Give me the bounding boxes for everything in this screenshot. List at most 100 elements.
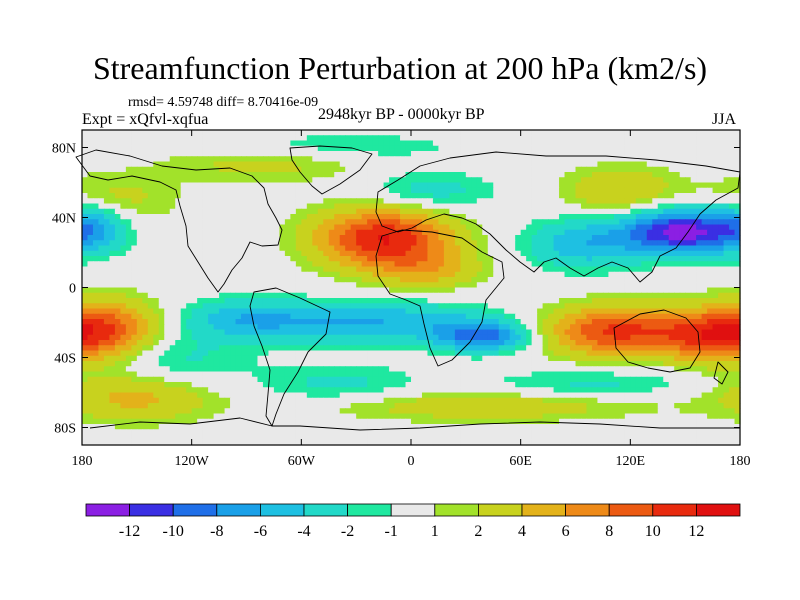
heatmap-cell [317, 277, 324, 283]
heatmap-cell [114, 135, 121, 142]
heatmap-cell [652, 161, 659, 168]
heatmap-cell [559, 261, 566, 268]
heatmap-cell [262, 161, 270, 168]
heatmap-cell [147, 261, 154, 268]
heatmap-cell [262, 340, 270, 346]
heatmap-cell [586, 298, 593, 304]
heatmap-field [82, 130, 741, 446]
heatmap-cell [482, 282, 489, 289]
heatmap-cell [701, 292, 708, 299]
heatmap-cell [175, 324, 182, 331]
heatmap-cell [602, 187, 609, 194]
heatmap-cell [449, 151, 456, 157]
heatmap-cell [120, 182, 127, 189]
heatmap-cell [564, 282, 571, 289]
heatmap-cell [564, 235, 571, 241]
heatmap-cell [657, 319, 664, 325]
heatmap-cell [136, 187, 143, 194]
heatmap-cell [191, 266, 198, 273]
heatmap-cell [284, 287, 291, 294]
heatmap-cell [191, 298, 198, 304]
heatmap-cell [197, 214, 204, 220]
heatmap-cell [712, 219, 719, 226]
heatmap-cell [504, 172, 511, 178]
heatmap-cell [465, 319, 472, 325]
heatmap-cell [191, 340, 198, 346]
heatmap-cell [405, 334, 412, 341]
heatmap-cell [356, 319, 363, 325]
heatmap-cell [219, 130, 226, 136]
heatmap-cell [367, 329, 374, 336]
heatmap-cell [674, 277, 681, 283]
heatmap-cell [586, 235, 593, 241]
heatmap-cell [493, 219, 500, 226]
heatmap-cell [531, 287, 538, 294]
heatmap-cell [613, 340, 620, 346]
heatmap-cell [493, 266, 500, 273]
heatmap-cell [345, 277, 352, 283]
heatmap-cell [723, 198, 730, 205]
heatmap-cell [504, 130, 511, 136]
heatmap-cell [290, 345, 297, 352]
heatmap-cell [372, 140, 379, 147]
heatmap-cell [701, 308, 708, 315]
heatmap-cell [125, 345, 132, 352]
heatmap-cell [597, 193, 604, 199]
heatmap-cell [696, 329, 703, 336]
heatmap-cell [131, 229, 138, 236]
heatmap-cell [262, 208, 270, 215]
heatmap-cell [679, 151, 686, 157]
heatmap-cell [372, 172, 379, 178]
heatmap-cell [186, 282, 193, 289]
heatmap-cell [328, 292, 335, 299]
heatmap-cell [575, 308, 582, 315]
heatmap-cell [136, 214, 143, 220]
heatmap-cell [718, 256, 725, 262]
heatmap-cell [241, 172, 248, 178]
heatmap-cell [273, 229, 280, 236]
heatmap-cell [696, 193, 703, 199]
heatmap-cell [570, 182, 577, 189]
heatmap-cell [158, 208, 165, 215]
heatmap-cell [230, 177, 237, 184]
heatmap-cell [389, 235, 396, 241]
heatmap-cell [580, 214, 588, 220]
heatmap-cell [602, 292, 609, 299]
heatmap-cell [580, 298, 588, 304]
heatmap-cell [575, 135, 582, 142]
heatmap-cell [487, 140, 494, 147]
heatmap-cell [657, 303, 664, 310]
heatmap-cell [580, 277, 588, 283]
heatmap-cell [109, 277, 116, 283]
heatmap-cell [169, 140, 176, 147]
heatmap-cell [251, 177, 259, 184]
heatmap-cell [284, 292, 291, 299]
heatmap-cell [356, 298, 363, 304]
heatmap-cell [251, 334, 259, 341]
heatmap-cell [164, 340, 171, 346]
heatmap-cell [295, 224, 302, 231]
heatmap-cell [361, 208, 368, 215]
heatmap-cell [624, 298, 631, 304]
heatmap-cell [251, 130, 259, 136]
heatmap-cell [542, 140, 549, 147]
heatmap-cell [421, 214, 429, 220]
heatmap-cell [328, 340, 335, 346]
heatmap-cell [674, 156, 681, 163]
heatmap-cell [668, 182, 675, 189]
heatmap-cell [498, 140, 505, 147]
heatmap-cell [668, 214, 675, 220]
heatmap-cell [646, 161, 653, 168]
heatmap-cell [241, 219, 248, 226]
heatmap-cell [630, 145, 637, 152]
heatmap-cell [246, 250, 253, 257]
heatmap-cell [657, 250, 664, 257]
heatmap-cell [696, 240, 703, 247]
heatmap-cell [438, 334, 445, 341]
heatmap-cell [147, 235, 154, 241]
heatmap-cell [580, 161, 588, 168]
heatmap-cell [213, 303, 220, 310]
heatmap-cell [701, 145, 708, 152]
heatmap-cell [273, 156, 280, 163]
heatmap-cell [679, 319, 686, 325]
